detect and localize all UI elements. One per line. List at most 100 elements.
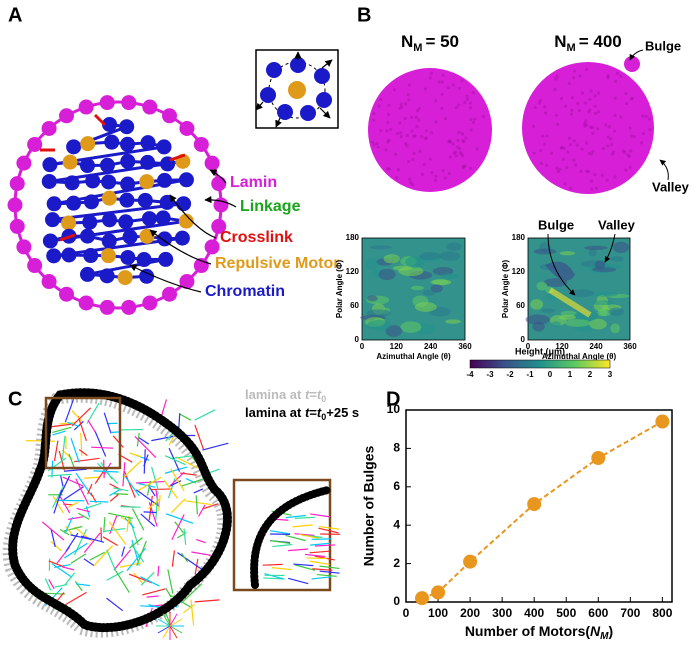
force-arrow xyxy=(255,101,264,111)
legend-part: t xyxy=(305,405,310,420)
displacement-vector xyxy=(62,566,75,571)
surface-texture xyxy=(460,152,464,156)
inset-ring xyxy=(268,61,326,119)
surface-texture xyxy=(434,120,438,124)
lamin-bead xyxy=(193,136,209,152)
chromatin-bead xyxy=(85,173,101,189)
motor xyxy=(61,215,77,231)
displacement-vector xyxy=(48,579,55,590)
displacement-vector xyxy=(134,436,157,459)
surface-texture xyxy=(606,73,610,78)
heatmap-patch xyxy=(591,300,614,306)
displacement-vector xyxy=(165,513,194,524)
x-tick-label: 700 xyxy=(620,606,640,620)
heatmap-patch xyxy=(432,266,454,276)
axis-label: Polar Angle (Φ) xyxy=(335,260,344,319)
heatmap-patch xyxy=(588,248,597,257)
x-tick-label: 800 xyxy=(652,606,672,620)
displacement-vector xyxy=(293,563,314,567)
force-arrow xyxy=(275,117,282,128)
surface-texture xyxy=(595,186,599,190)
heatmap-patch xyxy=(551,321,561,327)
displacement-vector xyxy=(142,588,166,596)
chromatin-bead xyxy=(83,194,99,210)
heatmap-patch xyxy=(367,319,391,331)
tick-label: 60 xyxy=(516,301,525,310)
surface-texture xyxy=(567,81,571,86)
displacement-vector xyxy=(285,514,306,519)
annotation: Bulge xyxy=(538,217,574,232)
surface-texture xyxy=(629,134,634,138)
surface-texture xyxy=(469,128,473,132)
pointer-arrow xyxy=(129,264,202,293)
y-tick-label: 0 xyxy=(393,594,400,608)
displacement-vector xyxy=(138,437,150,445)
legend-part: lamina at xyxy=(245,387,305,402)
displacement-vector xyxy=(196,538,206,544)
surface-texture xyxy=(595,127,600,131)
displacement-vector xyxy=(65,525,74,536)
surface-texture xyxy=(443,176,447,180)
surface-texture xyxy=(410,129,414,133)
displacement-vector xyxy=(269,530,291,535)
legend-part: 0 xyxy=(321,412,326,422)
surface-texture xyxy=(641,114,645,118)
chromatin-bead xyxy=(290,57,306,73)
surface-texture xyxy=(604,123,608,127)
surface-texture xyxy=(588,97,592,102)
surface-texture xyxy=(569,112,574,116)
axis-label: Azimuthal Angle (θ) xyxy=(542,352,617,361)
displacement-vector xyxy=(180,552,189,563)
surface-texture xyxy=(377,104,381,108)
pointer-arrow xyxy=(547,233,576,296)
surface-texture xyxy=(457,103,461,107)
lamin-bead xyxy=(78,295,94,311)
chromatin-bead xyxy=(159,194,175,210)
surface-texture xyxy=(385,129,389,133)
displacement-vector xyxy=(71,410,83,422)
displacement-vector xyxy=(106,549,117,572)
displacement-vector xyxy=(129,452,142,458)
tick-label: 120 xyxy=(390,342,404,351)
surface-texture xyxy=(417,118,421,122)
heatmap-patch xyxy=(365,258,379,271)
displacement-vector xyxy=(294,516,315,519)
surface-texture xyxy=(593,104,597,108)
chromatin-link xyxy=(87,257,166,276)
displacement-vector xyxy=(263,577,284,580)
displacement-vector xyxy=(137,476,162,492)
displacement-vector xyxy=(70,534,91,540)
displacement-vector xyxy=(51,563,73,578)
displacement-vector xyxy=(108,521,127,546)
chromatin-bead xyxy=(82,214,98,230)
displacement-vector xyxy=(109,494,119,502)
displacement-vector xyxy=(75,478,90,505)
annotation: Valley xyxy=(652,179,690,194)
displacement-vector xyxy=(91,446,114,449)
chromatin-bead xyxy=(316,92,332,108)
displacement-vector xyxy=(294,564,316,571)
surface-texture xyxy=(563,182,567,186)
data-point xyxy=(591,451,606,465)
displacement-vector xyxy=(319,565,340,570)
surface-texture xyxy=(460,132,465,136)
surface-texture xyxy=(458,147,462,151)
surface-texture xyxy=(614,79,618,83)
title-sub: M xyxy=(567,42,576,54)
chromatin-bead xyxy=(136,252,152,268)
heatmap-patch xyxy=(533,248,557,255)
annotation: Bulge xyxy=(645,38,681,53)
displacement-vector xyxy=(59,474,64,487)
surface-texture xyxy=(461,164,466,169)
data-point xyxy=(415,591,430,606)
surface-texture xyxy=(606,135,610,139)
surface-texture xyxy=(471,90,476,95)
surface-texture xyxy=(554,113,559,117)
lamina-final xyxy=(8,388,232,633)
surface-texture xyxy=(443,117,448,121)
lamin-bead xyxy=(179,274,195,290)
x-tick-label: 200 xyxy=(460,606,480,620)
surface-texture xyxy=(586,169,591,174)
surface-texture xyxy=(590,187,594,191)
